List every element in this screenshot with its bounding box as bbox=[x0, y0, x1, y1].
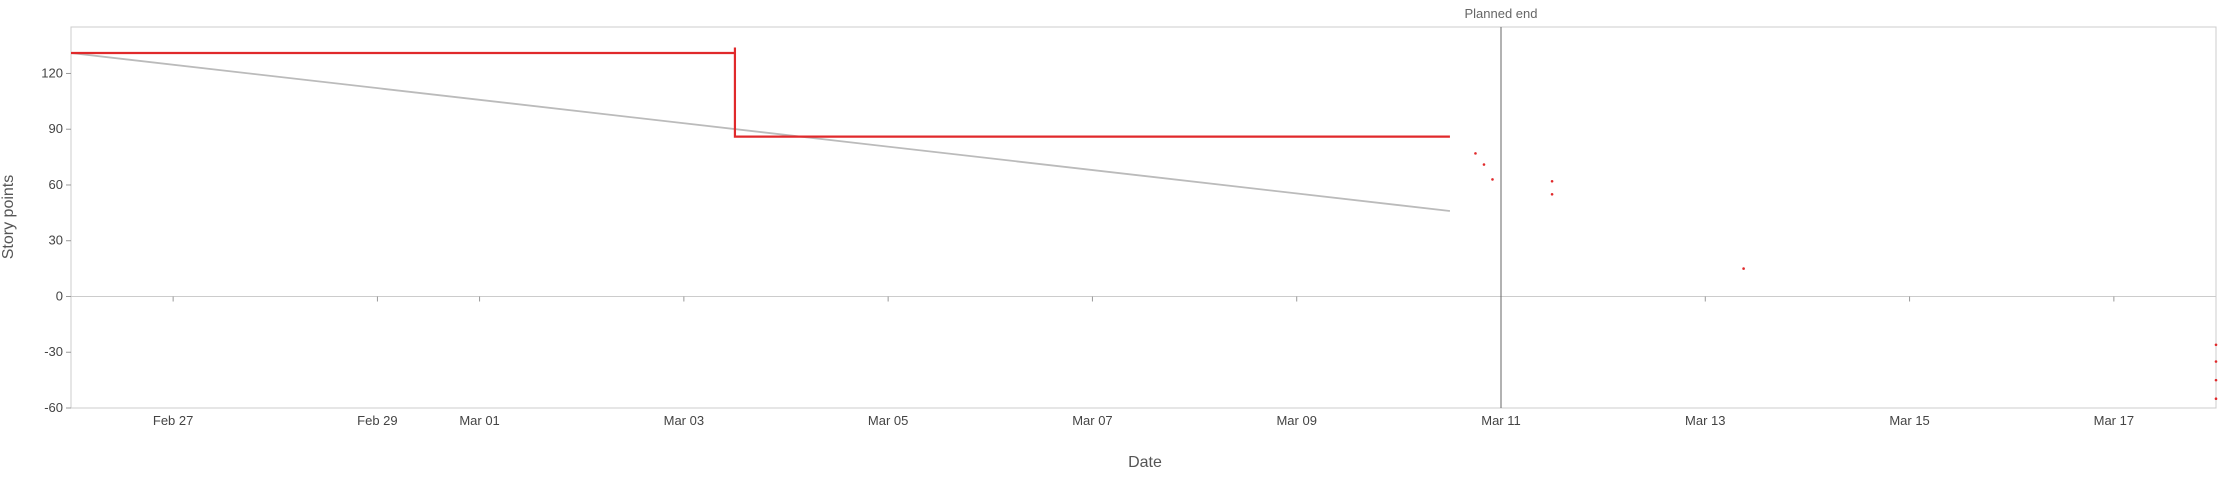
y-tick-label: 30 bbox=[49, 233, 63, 248]
scatter-point bbox=[1491, 178, 1494, 181]
scatter-point bbox=[2214, 378, 2218, 382]
scatter-point bbox=[2214, 343, 2218, 347]
y-tick-label: -60 bbox=[44, 400, 63, 415]
x-tick-label: Feb 27 bbox=[153, 413, 193, 428]
x-axis: Feb 27 Feb 29 Mar 01 Mar 03 Mar 05 Mar 07 Mar … bbox=[153, 296, 2134, 428]
series-layer bbox=[70, 47, 2218, 401]
x-tick-label: Mar 15 bbox=[1889, 413, 1929, 428]
y-axis-title: Story points bbox=[0, 175, 17, 259]
y-tick-label: 60 bbox=[49, 177, 63, 192]
scatter-point bbox=[2214, 397, 2218, 401]
x-tick-label: Feb 29 bbox=[357, 413, 397, 428]
x-tick-label: Mar 07 bbox=[1072, 413, 1112, 428]
x-tick-label: Mar 05 bbox=[868, 413, 908, 428]
y-tick-label: 120 bbox=[41, 65, 63, 80]
x-tick-label: Mar 09 bbox=[1276, 413, 1316, 428]
y-tick-label: 0 bbox=[56, 288, 63, 303]
y-tick-label: -30 bbox=[44, 344, 63, 359]
scatter-point bbox=[1550, 179, 1554, 183]
scatter-point bbox=[1550, 192, 1554, 196]
x-tick-label: Mar 01 bbox=[459, 413, 499, 428]
x-tick-label: Mar 11 bbox=[1481, 413, 1521, 428]
ideal-line bbox=[70, 52, 1451, 212]
y-axis: 120 90 60 30 0 -30 -60 bbox=[41, 65, 71, 415]
scatter-point bbox=[2214, 360, 2218, 363]
actual-line bbox=[71, 47, 1450, 138]
planned-end-label: Planned end bbox=[1464, 6, 1537, 21]
x-tick-label: Mar 17 bbox=[2094, 413, 2134, 428]
x-tick-label: Mar 13 bbox=[1685, 413, 1725, 428]
plot-frame bbox=[70, 26, 2217, 409]
scatter-point bbox=[1474, 152, 1477, 155]
scatter-point bbox=[1742, 267, 1745, 270]
x-tick-label: Mar 03 bbox=[664, 413, 704, 428]
y-tick-label: 90 bbox=[49, 121, 63, 136]
scatter-point bbox=[1482, 163, 1486, 166]
x-axis-title: Date bbox=[1128, 454, 1162, 471]
